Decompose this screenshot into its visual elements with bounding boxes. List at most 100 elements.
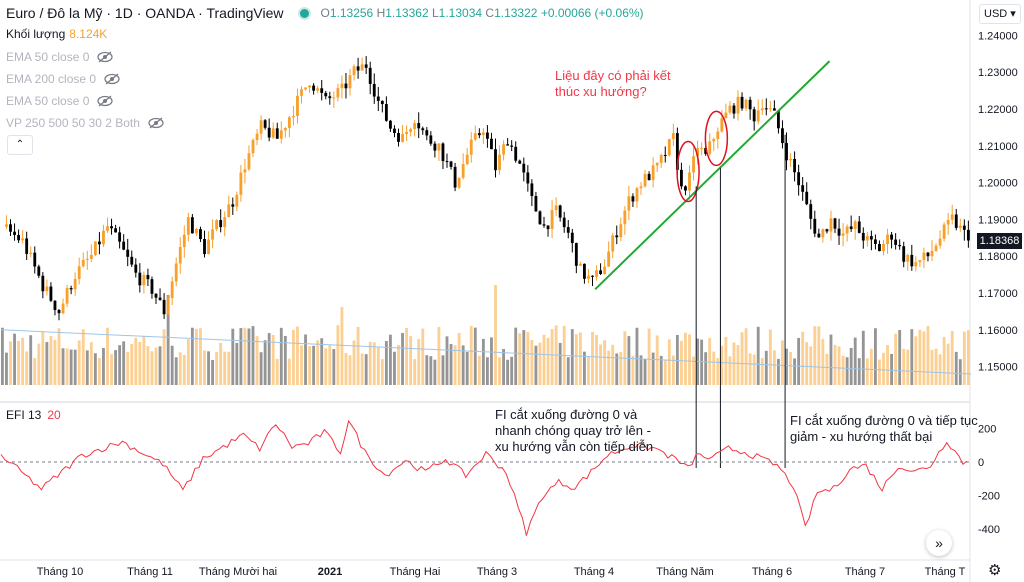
candle-body — [182, 234, 186, 248]
candle-body — [764, 108, 768, 110]
volume-bar — [498, 357, 501, 385]
volume-bar — [910, 329, 914, 385]
volume-bar — [902, 348, 906, 385]
currency-dropdown[interactable]: USD ▾ — [979, 4, 1021, 24]
collapse-legend-button[interactable]: ⌃ — [7, 135, 33, 155]
eye-hidden-icon[interactable] — [97, 95, 114, 107]
volume-bar — [118, 345, 122, 385]
candle-body — [962, 225, 966, 230]
volume-bar — [259, 352, 263, 385]
volume-bar — [760, 358, 764, 385]
candle-body — [283, 127, 287, 131]
candle-body — [397, 132, 400, 142]
indicator-ema50[interactable]: EMA 50 close 0 — [6, 50, 114, 64]
volume-bar — [328, 345, 332, 385]
candle-body — [287, 117, 291, 128]
volume-bar — [643, 359, 647, 385]
candle-body — [728, 105, 732, 113]
candle-body — [215, 220, 219, 230]
candle-body — [413, 123, 417, 130]
candle-body — [45, 286, 49, 292]
eye-hidden-icon[interactable] — [148, 117, 164, 129]
candle-body — [623, 210, 627, 225]
candle-body — [680, 169, 683, 187]
indicator-ema50-b[interactable]: EMA 50 close 0 — [6, 94, 114, 108]
candle-body — [380, 100, 384, 105]
candle-body — [898, 244, 902, 247]
volume-bar — [9, 341, 12, 385]
volume-bar — [663, 359, 667, 385]
volume-bar — [49, 335, 53, 385]
candle-body — [85, 258, 89, 260]
volume-bar — [809, 346, 813, 385]
candle-body — [841, 233, 845, 236]
candle-body — [817, 233, 821, 238]
volume-bar — [821, 338, 825, 385]
volume-bar — [490, 337, 493, 385]
eye-hidden-icon[interactable] — [97, 51, 114, 63]
candle-body — [17, 235, 21, 241]
volume-bar — [591, 331, 594, 385]
volume-bar — [930, 350, 934, 385]
candle-body — [166, 298, 170, 315]
volume-bar — [918, 329, 922, 385]
candle-body — [81, 259, 85, 267]
gear-icon[interactable]: ⚙ — [988, 562, 1002, 579]
volume-bar — [223, 351, 227, 385]
candle-body — [910, 254, 914, 267]
candle-body — [296, 95, 299, 117]
efi-value: 20 — [47, 408, 61, 422]
candle-body — [433, 143, 437, 151]
volume-bar — [182, 354, 186, 385]
candle-body — [328, 96, 332, 99]
volume-bar — [934, 348, 938, 385]
candle-body — [174, 263, 178, 282]
time-tick-label: Tháng 11 — [127, 566, 173, 578]
eye-hidden-icon[interactable] — [104, 73, 120, 85]
volume-bar — [813, 326, 817, 385]
candle-body — [5, 224, 8, 227]
volume-legend[interactable]: Khối lượng 8.124K — [6, 27, 108, 41]
volume-bar — [793, 358, 797, 385]
candle-body — [401, 133, 404, 142]
volume-bar — [938, 354, 942, 385]
volume-bar — [279, 327, 283, 385]
volume-bar — [441, 355, 445, 385]
candle-body — [49, 286, 53, 301]
indicator-vp[interactable]: VP 250 500 50 30 2 Both — [6, 116, 164, 130]
volume-bar — [748, 353, 752, 385]
candle-body — [966, 229, 970, 241]
candle-body — [566, 227, 570, 233]
price-tick-label: 1.16000 — [978, 325, 1018, 337]
volume-bar — [874, 328, 877, 385]
candle-body — [336, 88, 340, 98]
symbol-title[interactable]: Euro / Đô la Mỹ · 1D · OANDA · TradingVi… — [6, 5, 284, 21]
volume-bar — [29, 335, 33, 385]
candle-body — [332, 97, 336, 99]
volume-bar — [558, 342, 562, 385]
volume-bar — [510, 356, 514, 385]
candle-body — [98, 241, 101, 245]
candle-body — [469, 139, 473, 155]
volume-bar — [595, 335, 598, 385]
candle-body — [857, 221, 861, 233]
candle-body — [118, 232, 122, 242]
candle-body — [122, 241, 126, 250]
volume-bar — [332, 349, 336, 385]
volume-bar — [667, 339, 671, 385]
candle-body — [114, 228, 118, 233]
volume-bar — [688, 334, 691, 385]
volume-bar — [805, 342, 809, 385]
indicator-ema200[interactable]: EMA 200 close 0 — [6, 72, 120, 86]
candle-body — [878, 243, 881, 252]
efi-tick-label: 200 — [978, 423, 996, 435]
volume-bar — [134, 337, 138, 385]
efi-legend[interactable]: EFI 13 20 — [6, 408, 61, 422]
candle-body — [530, 183, 534, 197]
highlight-circle — [676, 140, 700, 203]
candle-body — [720, 118, 724, 132]
scroll-to-realtime-button[interactable]: » — [926, 530, 952, 556]
candle-body — [409, 129, 413, 132]
volume-bar — [142, 335, 146, 385]
